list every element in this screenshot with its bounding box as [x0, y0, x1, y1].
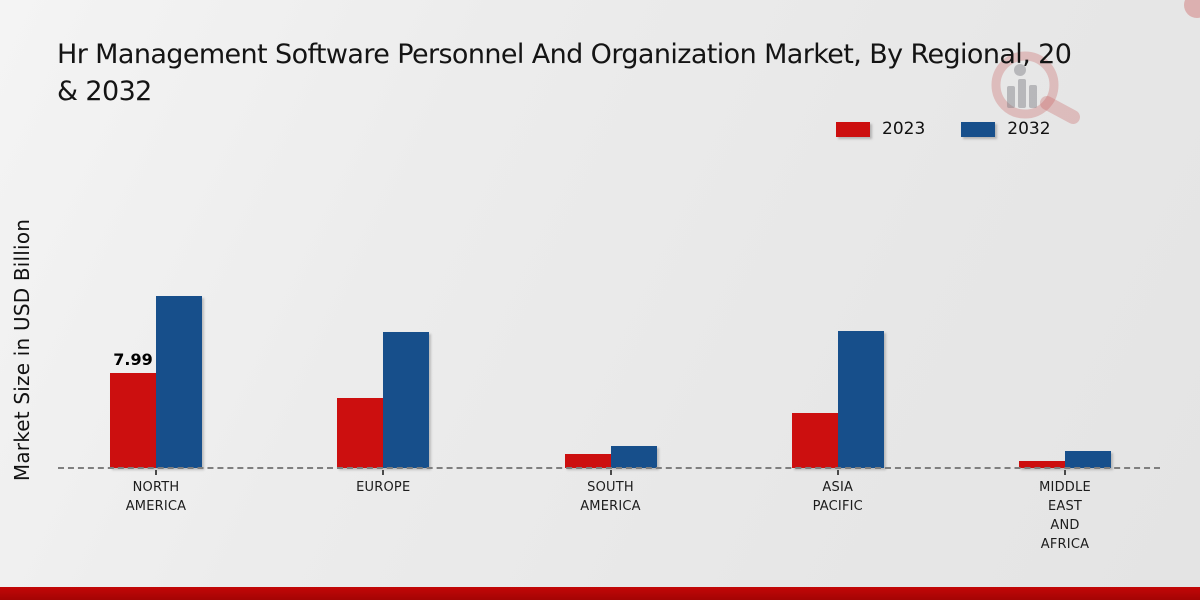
bar-2023-south-america [564, 454, 611, 468]
x-axis-category-label: MIDDLE EAST AND AFRICA [1039, 480, 1091, 552]
chart-title-line1: Hr Management Software Personnel And Org… [57, 39, 1072, 70]
watermark-corner-blob [1184, 0, 1200, 18]
legend-swatch-2032 [961, 121, 996, 137]
legend-item-2023: 2023 [836, 119, 925, 139]
axis-tick [609, 470, 612, 475]
bar-2032-middle-east-and-africa [1065, 451, 1111, 468]
axis-tick [155, 470, 157, 475]
x-axis-category-label: ASIA PACIFIC [812, 480, 863, 514]
axis-tick [1064, 470, 1066, 475]
bar-2023-middle-east-and-africa [1019, 461, 1065, 468]
legend: 2023 2032 [836, 119, 1051, 139]
chart-title-line2: & 2032 [57, 76, 152, 107]
footer-red-band [0, 587, 1200, 600]
chart-title: Hr Management Software Personnel And Org… [57, 36, 1072, 110]
bar-2023-asia-pacific [791, 413, 838, 468]
bar-value-label: 7.99 [113, 350, 153, 369]
bar-2032-europe [383, 332, 430, 468]
x-axis-category-label: NORTH AMERICA [125, 480, 187, 514]
legend-label-2032: 2032 [1007, 119, 1051, 139]
bar-2032-south-america [610, 446, 657, 468]
x-axis-baseline [58, 467, 1160, 469]
x-axis-category-label: SOUTH AMERICA [580, 480, 641, 514]
x-axis-category-label: EUROPE [356, 480, 411, 495]
legend-swatch-2023 [836, 121, 870, 137]
y-axis-label: Market Size in USD Billion [10, 218, 34, 482]
axis-tick [382, 470, 385, 475]
axis-tick [836, 470, 839, 475]
bar-2032-north-america [156, 296, 202, 468]
legend-label-2023: 2023 [882, 119, 926, 139]
bar-2023-europe [337, 398, 384, 468]
bar-2032-asia-pacific [837, 331, 884, 468]
research-logo-watermark [991, 51, 1080, 124]
legend-item-2032: 2032 [961, 119, 1051, 139]
bar-2023-north-america [110, 373, 156, 468]
